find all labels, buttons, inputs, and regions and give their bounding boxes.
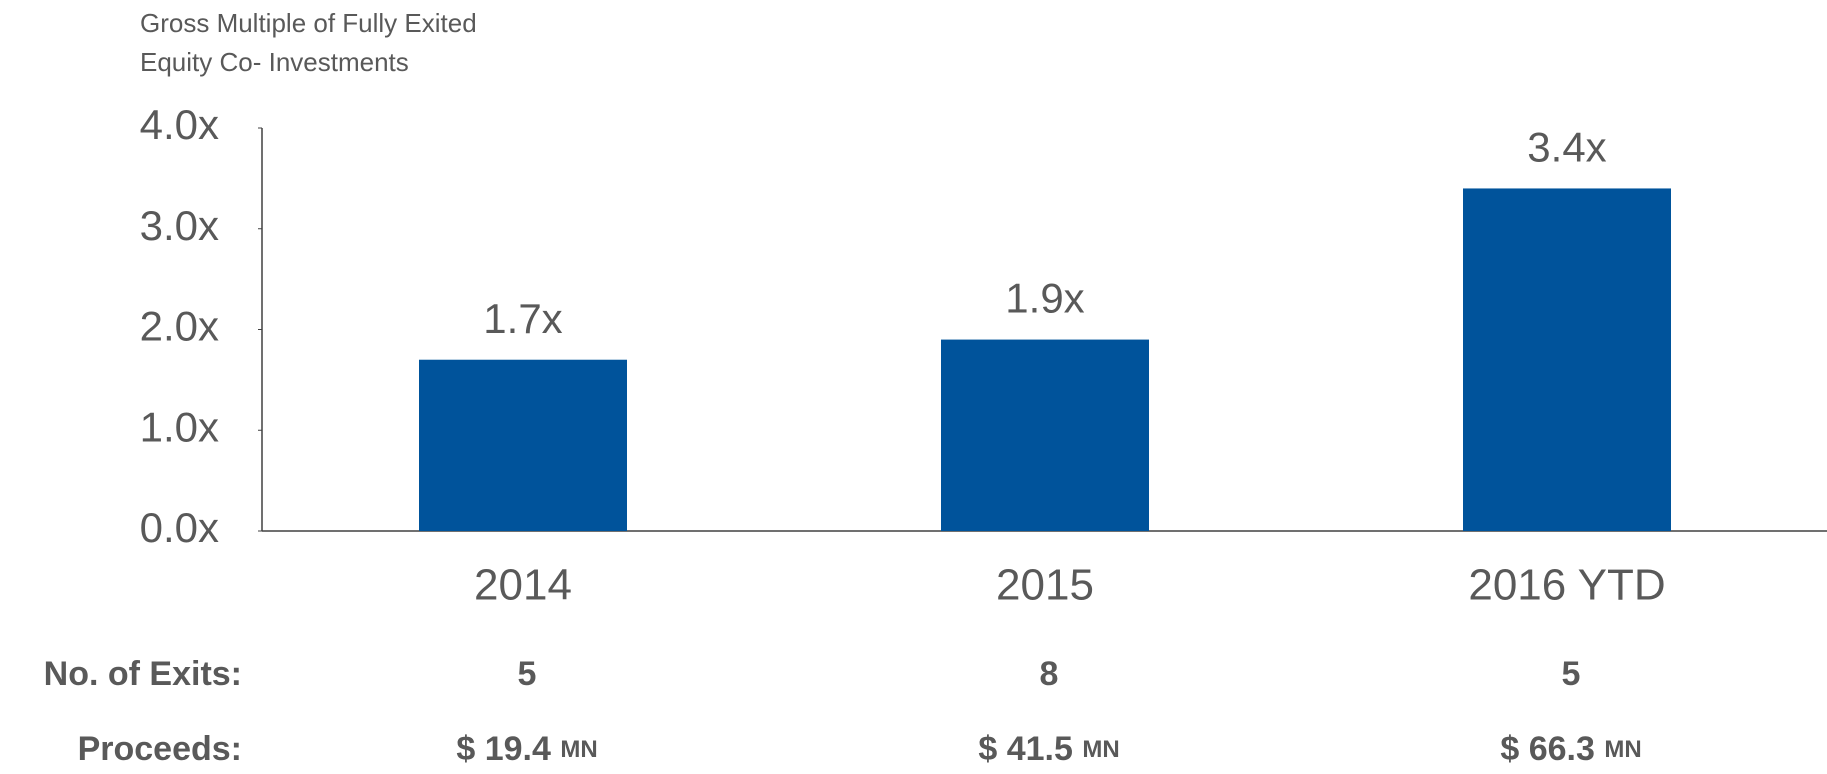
row-value: 8 (1040, 655, 1059, 693)
x-tick-label: 2016 YTD (1468, 561, 1665, 610)
row-unit: MN (1604, 736, 1641, 763)
y-tick-label: 4.0x (140, 101, 219, 148)
row-label: No. of Exits: (44, 655, 242, 693)
row-value: $ 41.5 MN (978, 730, 1119, 768)
row-value-text: 5 (518, 655, 537, 693)
y-tick-label: 1.0x (140, 403, 219, 450)
row-value-text: 5 (1562, 655, 1581, 693)
y-tick-label: 3.0x (140, 202, 219, 249)
row-value: 5 (1562, 655, 1581, 693)
x-tick-label: 2014 (474, 561, 572, 610)
x-tick-label: 2015 (996, 561, 1094, 610)
row-value: 5 (518, 655, 537, 693)
row-label: Proceeds: (78, 730, 242, 768)
row-unit: MN (1082, 736, 1119, 763)
data-label: 1.9x (1005, 275, 1084, 322)
bar (941, 339, 1149, 531)
row-value-text: $ 41.5 (978, 730, 1073, 768)
row-value-text: 8 (1040, 655, 1059, 693)
row-value: $ 66.3 MN (1500, 730, 1641, 768)
row-unit: MN (560, 736, 597, 763)
chart-title: Gross Multiple of Fully Exited (140, 8, 477, 38)
y-tick-label: 0.0x (140, 504, 219, 551)
row-value: $ 19.4 MN (456, 730, 597, 768)
row-value-text: $ 19.4 (456, 730, 551, 768)
bar (1463, 188, 1671, 531)
row-value-text: $ 66.3 (1500, 730, 1595, 768)
bar (419, 359, 627, 531)
chart-title: Equity Co- Investments (140, 47, 409, 77)
data-label: 1.7x (483, 295, 562, 342)
data-label: 3.4x (1527, 124, 1606, 171)
y-tick-label: 2.0x (140, 303, 219, 350)
